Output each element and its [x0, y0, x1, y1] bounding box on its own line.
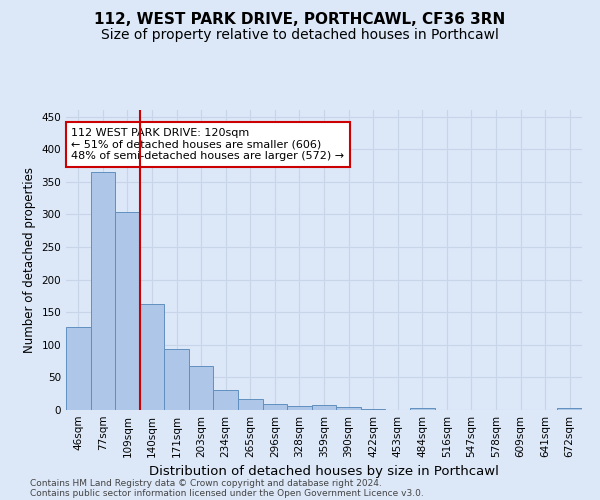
- Bar: [66, 326, 91, 410]
- Bar: [287, 406, 312, 410]
- Bar: [336, 408, 361, 410]
- X-axis label: Distribution of detached houses by size in Porthcawl: Distribution of detached houses by size …: [149, 466, 499, 478]
- Bar: [312, 405, 336, 410]
- Bar: [91, 172, 115, 410]
- Y-axis label: Number of detached properties: Number of detached properties: [23, 167, 36, 353]
- Text: 112, WEST PARK DRIVE, PORTHCAWL, CF36 3RN: 112, WEST PARK DRIVE, PORTHCAWL, CF36 3R…: [94, 12, 506, 28]
- Text: Contains HM Land Registry data © Crown copyright and database right 2024.: Contains HM Land Registry data © Crown c…: [30, 478, 382, 488]
- Bar: [263, 404, 287, 410]
- Bar: [115, 212, 140, 410]
- Bar: [410, 408, 434, 410]
- Text: 112 WEST PARK DRIVE: 120sqm
← 51% of detached houses are smaller (606)
48% of se: 112 WEST PARK DRIVE: 120sqm ← 51% of det…: [71, 128, 344, 161]
- Bar: [189, 366, 214, 410]
- Text: Contains public sector information licensed under the Open Government Licence v3: Contains public sector information licen…: [30, 488, 424, 498]
- Bar: [238, 399, 263, 410]
- Bar: [557, 408, 582, 410]
- Bar: [164, 350, 189, 410]
- Bar: [140, 304, 164, 410]
- Bar: [214, 390, 238, 410]
- Text: Size of property relative to detached houses in Porthcawl: Size of property relative to detached ho…: [101, 28, 499, 42]
